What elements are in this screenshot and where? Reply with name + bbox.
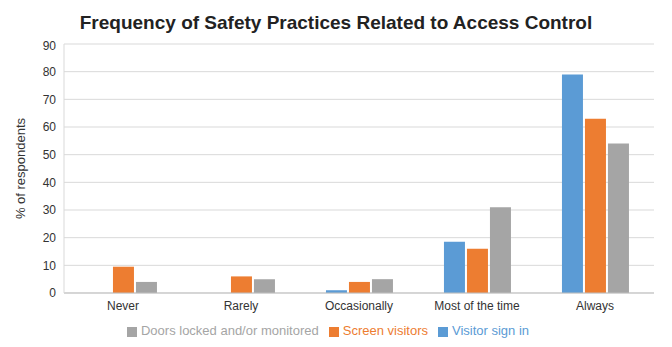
svg-text:80: 80 — [43, 65, 57, 79]
svg-text:0: 0 — [49, 286, 56, 300]
svg-text:90: 90 — [43, 39, 57, 53]
svg-text:50: 50 — [43, 148, 57, 162]
svg-text:Most of the time: Most of the time — [434, 299, 520, 313]
html-text:Frequency of Safety Practices: Frequency of Safety Practices Related to… — [79, 12, 593, 33]
svg-text:40: 40 — [43, 176, 57, 190]
svg-text:70: 70 — [43, 93, 57, 107]
svg-text:% of respondents: % of respondents — [13, 117, 28, 219]
svg-text:Never: Never — [107, 299, 139, 313]
svg-text:Rarely: Rarely — [224, 299, 259, 313]
svg-text:Always: Always — [576, 299, 614, 313]
svg-text:30: 30 — [43, 203, 57, 217]
html-text:Screen visitors: Screen visitors — [342, 323, 428, 338]
svg-text:60: 60 — [43, 120, 57, 134]
html-text:Visitor sign in: Visitor sign in — [452, 323, 529, 338]
svg-text:20: 20 — [43, 231, 57, 245]
svg-text:Occasionally: Occasionally — [325, 299, 393, 313]
html-text:Doors locked and/or monitored: Doors locked and/or monitored — [141, 323, 319, 338]
svg-text:10: 10 — [43, 259, 57, 273]
